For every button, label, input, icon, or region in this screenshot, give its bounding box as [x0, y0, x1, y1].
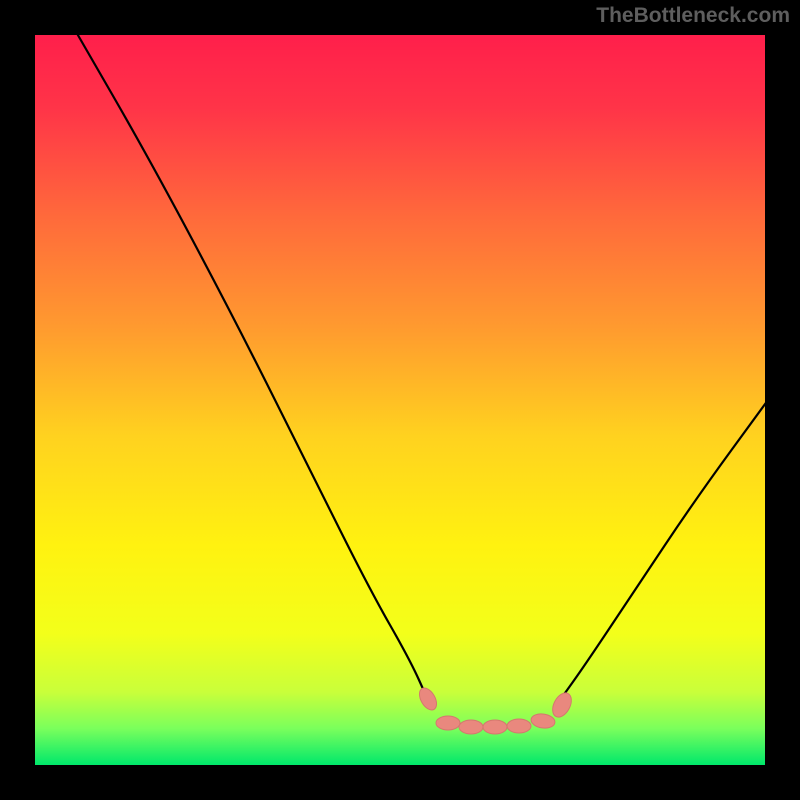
bottom-marker: [459, 720, 483, 734]
bottleneck-chart: [0, 0, 800, 800]
bottom-marker: [436, 716, 460, 730]
bottom-marker: [507, 719, 531, 733]
bottom-marker: [483, 720, 507, 734]
chart-container: TheBottleneck.com: [0, 0, 800, 800]
gradient-plot-area: [35, 35, 765, 765]
watermark-text: TheBottleneck.com: [596, 4, 790, 28]
